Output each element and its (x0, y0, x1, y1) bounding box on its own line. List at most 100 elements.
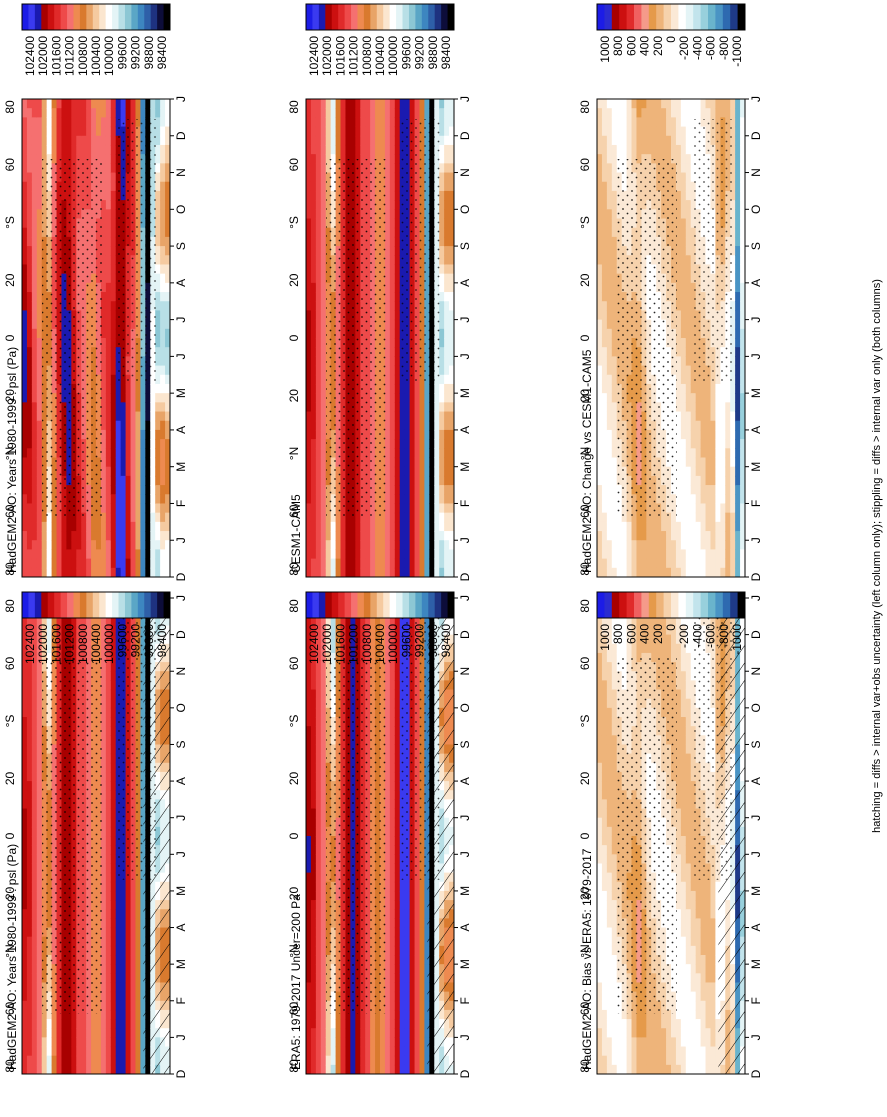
heatmap-cell (419, 421, 425, 431)
heatmap-cell (37, 1001, 43, 1011)
heatmap-cell (444, 228, 450, 238)
heatmap-cell (321, 421, 327, 431)
heatmap-cell (106, 1001, 112, 1011)
x-tick-label: M (174, 886, 188, 896)
heatmap-cell (321, 402, 327, 412)
colorbar-swatch (106, 4, 113, 30)
heatmap-cell (86, 540, 92, 550)
heatmap-cell (61, 540, 67, 550)
heatmap-cell (155, 421, 161, 431)
heatmap-cell (121, 439, 127, 449)
heatmap-cell (395, 228, 401, 238)
heatmap-cell (350, 117, 356, 127)
heatmap-cell (150, 458, 156, 468)
heatmap-cell (155, 476, 161, 486)
heatmap-cell (22, 255, 28, 265)
heatmap-cell (106, 485, 112, 495)
heatmap-cell (370, 549, 376, 559)
heatmap-cell (86, 136, 92, 146)
heatmap-cell (121, 982, 127, 992)
heatmap-cell (419, 384, 425, 394)
heatmap-cell (306, 513, 312, 523)
heatmap-cell (380, 531, 386, 541)
x-tick-label: F (458, 500, 472, 507)
heatmap-cell (106, 549, 112, 559)
heatmap-cell (32, 854, 38, 864)
heatmap-cell (37, 329, 43, 339)
heatmap-cell (336, 145, 342, 155)
heatmap-cell (424, 99, 430, 109)
heatmap-cell (111, 173, 117, 183)
heatmap-cell (106, 264, 112, 274)
heatmap-cell (126, 384, 132, 394)
heatmap-cell (410, 99, 416, 109)
heatmap-cell (106, 531, 112, 541)
heatmap-cell (160, 421, 166, 431)
heatmap-cell (32, 937, 38, 947)
heatmap-cell (96, 1037, 102, 1047)
heatmap-cell (395, 283, 401, 293)
heatmap-cell (126, 928, 132, 938)
heatmap-cell (86, 1019, 92, 1029)
heatmap-cell (116, 412, 122, 422)
heatmap-cell (91, 1037, 97, 1047)
heatmap-cell (22, 375, 28, 385)
heatmap-cell (155, 513, 161, 523)
heatmap-cell (395, 540, 401, 550)
y-tick-label: 0 (3, 334, 17, 341)
heatmap-cell (71, 559, 77, 569)
colorbar-swatch (67, 592, 74, 618)
x-tick-label: J (174, 815, 188, 821)
heatmap-cell (91, 1056, 97, 1066)
heatmap-cell (311, 476, 317, 486)
heatmap-cell (111, 522, 117, 532)
heatmap-cell (32, 219, 38, 229)
y-tick-label: 80 (3, 100, 17, 114)
heatmap-cell (22, 458, 28, 468)
heatmap-cell (116, 1019, 122, 1029)
heatmap-cell (306, 708, 312, 718)
heatmap-cell (126, 513, 132, 523)
heatmap-cell (155, 522, 161, 532)
heatmap-cell (52, 145, 58, 155)
heatmap-cell (316, 448, 322, 458)
heatmap-cell (390, 393, 396, 403)
heatmap-cell (106, 708, 112, 718)
heatmap-cell (439, 99, 445, 109)
heatmap-cell (434, 476, 440, 486)
heatmap-cell (375, 136, 381, 146)
heatmap-cell (37, 955, 43, 965)
heatmap-cell (345, 568, 351, 578)
heatmap-cell (306, 384, 312, 394)
heatmap-cell (155, 549, 161, 559)
heatmap-cell (32, 485, 38, 495)
heatmap-cell (444, 430, 450, 440)
heatmap-cell (131, 402, 137, 412)
heatmap-cell (341, 531, 347, 541)
heatmap-cell (32, 228, 38, 238)
heatmap-cell (22, 209, 28, 219)
heatmap-cell (101, 1047, 107, 1057)
heatmap-cell (106, 476, 112, 486)
heatmap-cell (116, 955, 122, 965)
heatmap-cell (27, 154, 33, 164)
colorbar-tick-label: 100400 (89, 36, 103, 76)
heatmap-cell (306, 1028, 312, 1038)
heatmap-cell (27, 301, 33, 311)
heatmap-cell (111, 209, 117, 219)
heatmap-cell (145, 402, 151, 412)
heatmap-cell (27, 412, 33, 422)
heatmap-cell (316, 366, 322, 376)
heatmap-cell (121, 1010, 127, 1020)
heatmap-cell (27, 882, 33, 892)
heatmap-cell (57, 117, 63, 127)
heatmap-cell (96, 99, 102, 109)
heatmap-cell (160, 274, 166, 284)
heatmap-cell (121, 108, 127, 118)
heatmap-cell (321, 108, 327, 118)
heatmap-cell (145, 99, 151, 109)
heatmap-cell (47, 1047, 53, 1057)
heatmap-cell (57, 1037, 63, 1047)
heatmap-cell (22, 708, 28, 718)
heatmap-cell (37, 790, 43, 800)
